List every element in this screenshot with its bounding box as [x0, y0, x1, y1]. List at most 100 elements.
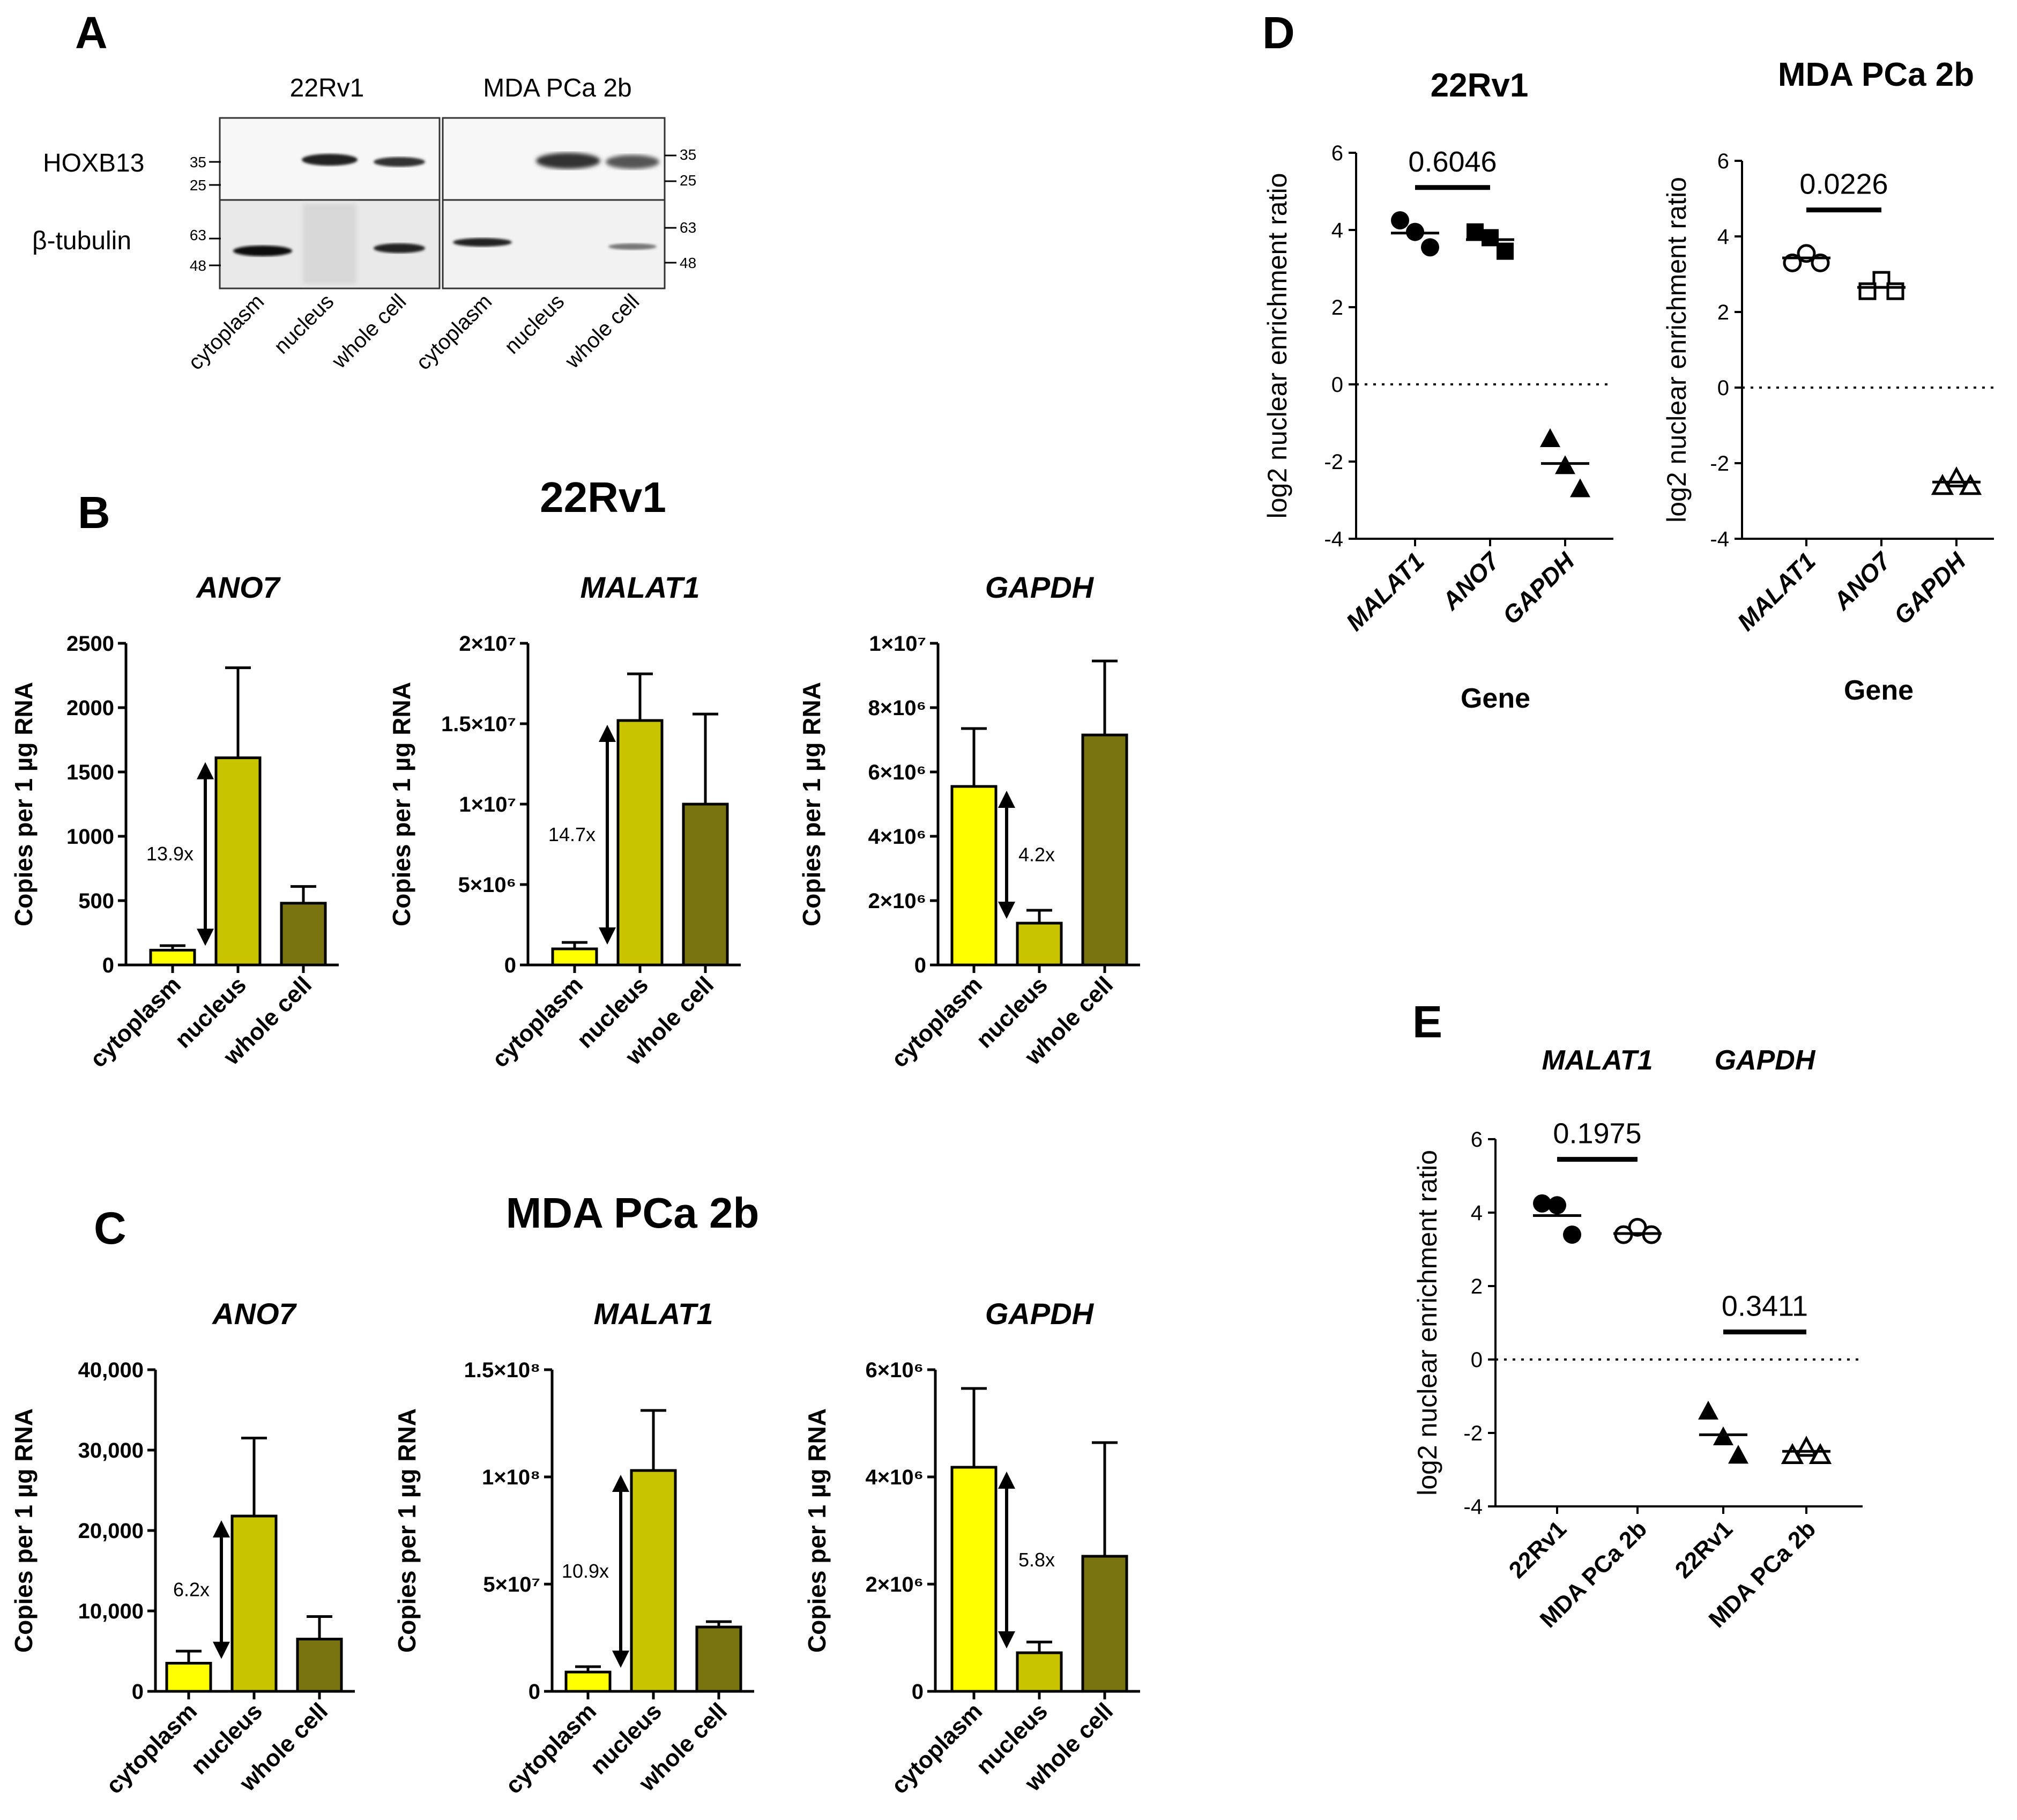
band-hoxb13-whole-mda — [606, 155, 659, 169]
bar-nucleus — [1016, 1651, 1063, 1693]
fold-arrow-head — [213, 1520, 230, 1537]
y-tick-label: 20,000 — [78, 1519, 144, 1543]
y-tick-label: 10,000 — [78, 1600, 144, 1623]
y-tick-label: -2 — [1324, 450, 1343, 474]
cell-line-label-22rv1: 22Rv1 — [290, 74, 364, 102]
x-tick-label: 22Rv1 — [1670, 1516, 1738, 1583]
data-point-triangle — [1540, 428, 1560, 447]
y-tick-label: 8×10⁶ — [868, 696, 926, 720]
y-tick-label: 2000 — [66, 696, 114, 720]
fold-change-label: 6.2x — [173, 1578, 210, 1600]
x-tick-label: GAPDH — [1888, 547, 1971, 630]
y-tick-label: 6×10⁶ — [865, 1358, 924, 1382]
y-tick-label: 1.5×10⁸ — [464, 1358, 540, 1382]
fold-arrow-head — [197, 928, 214, 946]
y-axis-label: Copies per 1 µg RNA — [803, 1408, 831, 1653]
y-tick-label: 4×10⁶ — [865, 1466, 924, 1489]
chart-c-malat1: MALAT1 0 5×10⁷ 1×10⁸ 1.5×10⁸ Copies per 1 µg … — [393, 1297, 754, 1799]
y-tick-label: 30,000 — [78, 1439, 144, 1462]
data-point-triangle — [1959, 474, 1982, 495]
bar-cytoplasm — [149, 948, 196, 967]
data-point-square — [1467, 223, 1484, 241]
fold-arrow-head — [213, 1641, 230, 1659]
mw-left-25: 25 — [190, 177, 206, 194]
lane-label: nucleus — [270, 289, 339, 359]
y-tick-label: 0 — [1717, 376, 1729, 400]
bar-cytoplasm — [551, 947, 598, 967]
bar-whole-cell — [682, 803, 729, 967]
y-axis-label: Copies per 1 µg RNA — [393, 1408, 421, 1653]
panel-c-title: MDA PCa 2b — [506, 1189, 760, 1237]
y-axis-label: Copies per 1 µg RNA — [10, 682, 38, 926]
data-point-circle — [1391, 211, 1409, 229]
bar-cytoplasm — [165, 1662, 212, 1693]
mw-left-63: 63 — [190, 227, 206, 243]
x-tick-label: cytoplasm — [101, 1698, 203, 1799]
fold-arrow-head — [998, 791, 1015, 808]
chart-e-comparison: -4 -2 0 2 4 6 log2 nuclear enrichment ratio 22R… — [1412, 1045, 1863, 1633]
mw-right-25: 25 — [680, 172, 696, 189]
lane-label: nucleus — [500, 289, 569, 359]
panel-label-a: A — [75, 8, 108, 58]
panel-label-c: C — [94, 1203, 126, 1253]
chart-d-22rv1: 22Rv1 -4 -2 0 2 4 6 log2 nuclear enrichment rat… — [1262, 67, 1613, 714]
panel-b-title: 22Rv1 — [540, 473, 666, 521]
bar-nucleus — [214, 756, 262, 967]
bar-cytoplasm — [564, 1670, 612, 1693]
x-tick-label: cytoplasm — [487, 971, 589, 1073]
bar-nucleus — [616, 719, 664, 967]
y-tick-label: 2×10⁶ — [868, 889, 926, 913]
chart-title: GAPDH — [985, 570, 1095, 604]
fold-change-label: 5.8x — [1018, 1549, 1055, 1571]
bar-nucleus — [630, 1469, 677, 1693]
data-point-triangle — [1728, 1445, 1748, 1464]
band-tubulin-whole-mda — [608, 243, 657, 250]
y-tick-label: 1000 — [66, 825, 114, 849]
bar-whole-cell — [280, 902, 327, 967]
y-tick-label: -4 — [1710, 528, 1729, 551]
data-point-circle — [1628, 1217, 1647, 1237]
fold-change-label: 10.9x — [562, 1560, 609, 1582]
chart-title: MALAT1 — [594, 1297, 713, 1331]
fold-arrow-head — [599, 725, 616, 742]
y-tick-label: 4 — [1471, 1201, 1483, 1225]
data-point-triangle — [1945, 466, 1968, 488]
band-tubulin-cyto-22rv1 — [233, 246, 292, 256]
band-hoxb13-nucleus-mda — [536, 153, 600, 169]
y-tick-label: 2 — [1471, 1275, 1483, 1298]
bar-nucleus — [230, 1514, 278, 1693]
bar-whole-cell — [296, 1638, 343, 1693]
y-tick-label: 0 — [912, 1680, 924, 1704]
y-tick-label: 2 — [1331, 296, 1343, 320]
data-point-triangle — [1781, 1443, 1804, 1465]
y-tick-label: 6 — [1471, 1128, 1483, 1152]
fold-arrow-head — [998, 1472, 1015, 1489]
p-value-label: 0.1975 — [1553, 1118, 1641, 1150]
y-tick-label: 0 — [529, 1680, 540, 1704]
y-tick-label: 1×10⁷ — [869, 632, 926, 656]
x-tick-label: GAPDH — [1497, 547, 1580, 630]
chart-title: MDA PCa 2b — [1778, 56, 1974, 93]
bar-whole-cell — [1081, 733, 1128, 967]
data-point-circle — [1548, 1196, 1566, 1215]
y-tick-label: 1.5×10⁷ — [441, 712, 516, 736]
y-axis-label: log2 nuclear enrichment ratio — [1662, 177, 1692, 523]
chart-d-mda: MDA PCa 2b -4 -2 0 2 4 6 log2 nuclear enrichmen… — [1662, 56, 1994, 706]
mw-left-48: 48 — [190, 257, 206, 274]
y-tick-label: -4 — [1463, 1495, 1483, 1519]
x-tick-label: MALAT1 — [1732, 547, 1821, 636]
data-point-triangle — [1698, 1400, 1718, 1420]
y-axis-label: log2 nuclear enrichment ratio — [1412, 1150, 1442, 1496]
bar-cytoplasm — [950, 785, 998, 967]
protein-label-tubulin: β-tubulin — [32, 227, 131, 255]
panel-a-western-blot: 22Rv1 MDA PCa 2b HOXB13 β-tubulin — [32, 74, 696, 375]
nucleus-lane-smear — [303, 204, 356, 284]
y-tick-label: 1500 — [66, 761, 114, 784]
y-tick-label: 2500 — [66, 632, 114, 656]
chart-b-gapdh: GAPDH 0 2×10⁶ 4×10⁶ 6×10⁶ 8×10⁶ 1×10⁷ Copies pe… — [798, 570, 1140, 1073]
y-tick-label: 2×10⁷ — [459, 632, 516, 656]
mw-right-48: 48 — [680, 255, 696, 271]
chart-c-ano7: ANO7 0 10,000 20,000 30,000 40,000 Copies per … — [10, 1297, 355, 1799]
y-tick-label: 0 — [914, 954, 926, 977]
